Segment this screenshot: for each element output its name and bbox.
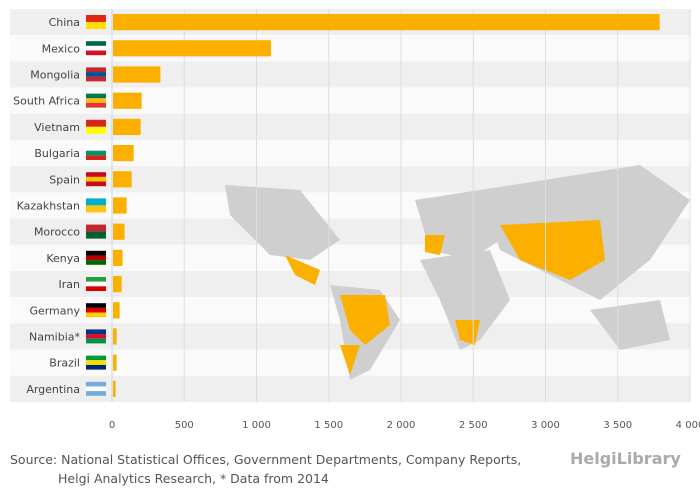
flag-icon	[86, 93, 106, 108]
bar[interactable]	[113, 118, 141, 135]
flag-icon	[86, 172, 106, 187]
flag-icon	[86, 15, 106, 29]
flag-icon	[86, 198, 106, 213]
category-label: Brazil	[49, 357, 80, 370]
category-label: Germany	[29, 304, 80, 317]
flag-icon	[86, 303, 106, 318]
x-tick-label: 2 500	[459, 420, 488, 431]
category-label: Mongolia	[30, 69, 80, 82]
flag-icon	[86, 329, 106, 344]
category-label: Kazakhstan	[17, 200, 80, 213]
bar[interactable]	[113, 302, 120, 319]
flag-icon	[86, 67, 106, 82]
flag-icon	[86, 250, 106, 265]
category-label: Bulgaria	[34, 147, 80, 160]
bar[interactable]	[113, 197, 127, 214]
source-line-2: Helgi Analytics Research, * Data from 20…	[58, 471, 329, 486]
flag-icon	[86, 355, 106, 370]
x-tick-label: 1 000	[242, 420, 271, 431]
bar-chart: 0 500 1 000 1 500 2 000 2 500 3 000 3 500 4 000 C…	[10, 9, 700, 431]
bar[interactable]	[113, 276, 122, 293]
x-tick-label: 500	[175, 420, 194, 431]
category-label: Argentina	[26, 383, 80, 396]
bar[interactable]	[113, 171, 132, 188]
source-note: Source: National Statistical Offices, Go…	[10, 450, 550, 488]
category-label: Iran	[59, 278, 81, 291]
flag-icon	[86, 146, 106, 160]
flag-icon	[86, 41, 106, 56]
category-label: China	[49, 16, 80, 29]
bar[interactable]	[113, 380, 116, 397]
category-label: Vietnam	[34, 121, 80, 134]
helgi-library-logo[interactable]: HelgiLibrary	[570, 449, 681, 468]
source-line-1: Source: National Statistical Offices, Go…	[10, 452, 522, 467]
bar[interactable]	[113, 66, 161, 83]
flag-icon	[86, 224, 106, 239]
category-label: Mexico	[42, 42, 81, 55]
bar[interactable]	[113, 223, 125, 240]
bar[interactable]	[113, 40, 271, 57]
row-band	[10, 375, 690, 402]
category-label: South Africa	[13, 95, 80, 108]
bar[interactable]	[113, 354, 117, 371]
category-label: Morocco	[34, 226, 80, 239]
category-label: Spain	[49, 173, 80, 186]
bar[interactable]	[113, 145, 134, 162]
highlighted-countries	[285, 220, 605, 375]
x-tick-label: 3 500	[603, 420, 632, 431]
bar[interactable]	[113, 92, 142, 109]
flag-icon	[86, 381, 106, 396]
flag-icon	[86, 119, 106, 134]
bar[interactable]	[113, 249, 123, 266]
x-tick-label: 1 500	[314, 420, 343, 431]
x-tick-label: 4 000	[676, 420, 700, 431]
x-tick-label: 3 000	[531, 420, 560, 431]
x-tick-label: 0	[109, 420, 115, 431]
category-label: Namibia*	[29, 331, 81, 344]
bar[interactable]	[113, 328, 117, 345]
category-label: Kenya	[46, 252, 80, 265]
bar[interactable]	[113, 14, 660, 31]
flag-icon	[86, 277, 106, 291]
x-tick-label: 2 000	[387, 420, 416, 431]
